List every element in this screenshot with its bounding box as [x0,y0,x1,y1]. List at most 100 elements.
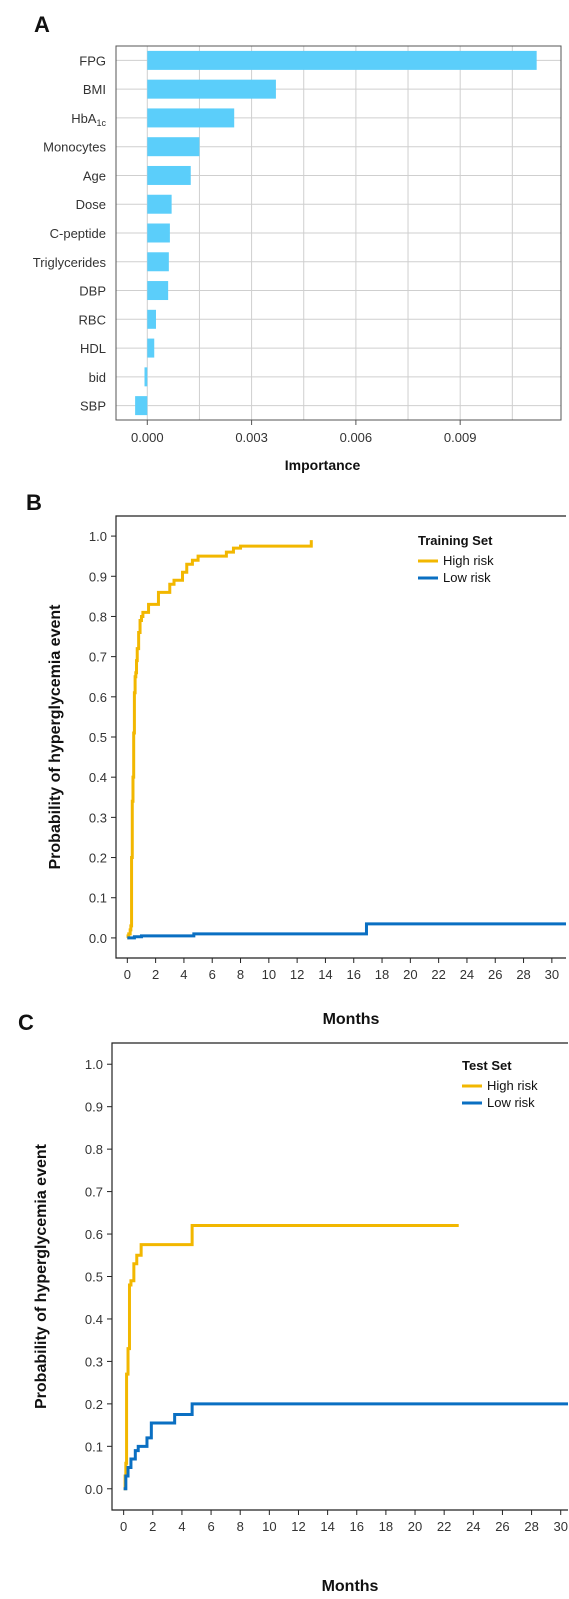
test-legend-title: Test Set [462,1058,512,1073]
b-x-tick-label: 6 [209,967,216,982]
c-y-tick-label: 1.0 [85,1057,103,1072]
importance-bar-triglycerides [147,252,169,272]
test-legend-label-low-risk: Low risk [487,1095,535,1110]
b-x-tick-label: 26 [488,967,502,982]
importance-x-ticks: 0.000 0.003 0.006 0.009 [131,420,476,445]
b-x-tick-label: 0 [124,967,131,982]
feature-label: Monocytes [43,140,106,155]
c-plot-frame [111,1042,568,1511]
importance-bars [135,50,537,416]
c-x-tick-label: 12 [291,1519,305,1534]
feature-label: Age [83,168,106,183]
c-y-tick-label: 0.7 [85,1185,103,1200]
c-x-tick-label: 8 [237,1519,244,1534]
importance-x-tick-label: 0.003 [235,430,268,445]
b-series-low-risk [127,922,566,940]
b-x-tick-label: 4 [180,967,187,982]
feature-label: bid [89,370,106,385]
importance-bar-age [147,165,191,185]
test-legend: Test Set High risk Low risk [462,1058,538,1110]
feature-label-main: FPG [79,53,106,68]
b-x-tick-label: 14 [318,967,332,982]
test-y-axis-label: Probability of hyperglycemia event [33,1143,50,1409]
b-x-tick-label: 16 [347,967,361,982]
b-y-tick-label: 0.0 [89,931,107,946]
importance-plot-frame [115,45,562,421]
test-axes: 0.00.10.20.30.40.50.60.70.80.91.00 2 4 6 8 10… [85,1042,568,1534]
feature-label-main: HbA [71,111,97,126]
c-y-tick-label: 0.8 [85,1142,103,1157]
c-series-high-risk [123,1224,459,1491]
b-x-tick-label: 18 [375,967,389,982]
b-plot-frame [115,515,566,959]
c-y-tick-label: 0.0 [85,1482,103,1497]
training-legend-label-high-risk: High risk [443,553,494,568]
feature-label-main: DBP [79,284,106,299]
feature-label-main: SBP [80,399,106,414]
c-series-low-risk [123,1402,568,1491]
c-x-tick-label: 10 [262,1519,276,1534]
c-y-tick-label: 0.1 [85,1439,103,1454]
feature-label-main: HDL [80,341,106,356]
c-x-tick-label: 2 [149,1519,156,1534]
training-set-survival-chart: 0.00.10.20.30.40.50.60.70.80.91.00 2 4 6 8 10… [47,515,566,1028]
b-x-tick-label: 10 [262,967,276,982]
panel-b-letter: B [26,490,42,515]
b-y-tick-label: 0.4 [89,770,107,785]
test-series-lines [123,1224,568,1491]
training-axes: 0.00.10.20.30.40.50.60.70.80.91.00 2 4 6 8 10… [89,515,566,982]
feature-label: RBC [79,312,106,327]
feature-label-main: bid [89,370,106,385]
importance-bar-dbp [147,281,169,301]
c-x-tick-label: 22 [437,1519,451,1534]
c-x-tick-label: 16 [350,1519,364,1534]
importance-bar-bmi [147,79,276,99]
feature-label: SBP [80,399,106,414]
feature-label-main: BMI [83,82,106,97]
training-legend-label-low-risk: Low risk [443,570,491,585]
b-x-tick-label: 20 [403,967,417,982]
b-y-tick-label: 0.2 [89,851,107,866]
feature-label-main: C-peptide [50,226,106,241]
training-series-lines [126,540,566,940]
importance-x-tick-label: 0.006 [340,430,373,445]
b-x-tick-label: 12 [290,967,304,982]
feature-label-main: Triglycerides [33,255,107,270]
importance-bar-c-peptide [147,223,170,243]
b-y-tick-label: 0.1 [89,891,107,906]
b-y-tick-label: 0.5 [89,730,107,745]
c-x-tick-label: 18 [379,1519,393,1534]
feature-label-main: Dose [76,197,106,212]
b-x-tick-label: 24 [460,967,474,982]
feature-label: HbA1c [71,111,106,128]
importance-bar-chart: FPG BMI HbA1c Monocytes Age Dose C-peptide Trig… [33,45,562,473]
b-x-tick-label: 28 [516,967,530,982]
b-y-tick-label: 0.7 [89,650,107,665]
importance-bar-sbp [135,396,148,416]
b-x-tick-label: 8 [237,967,244,982]
feature-label: Dose [76,197,106,212]
c-x-tick-label: 4 [178,1519,185,1534]
importance-x-axis-label: Importance [285,457,361,473]
b-x-tick-label: 2 [152,967,159,982]
feature-label-subscript: 1c [96,118,106,128]
panel-c-letter: C [18,1010,34,1035]
training-x-axis-label: Months [323,1011,380,1028]
importance-bar-fpg [147,50,537,70]
c-x-tick-label: 14 [320,1519,334,1534]
feature-label: FPG [79,53,106,68]
training-legend-title: Training Set [418,533,493,548]
c-y-tick-label: 0.4 [85,1312,103,1327]
test-x-axis-label: Months [322,1578,379,1595]
c-y-tick-label: 0.9 [85,1100,103,1115]
b-y-tick-label: 0.8 [89,609,107,624]
b-x-tick-label: 22 [431,967,445,982]
c-x-tick-label: 20 [408,1519,422,1534]
feature-label: Triglycerides [33,255,107,270]
c-x-tick-label: 26 [495,1519,509,1534]
feature-label: HDL [80,341,106,356]
b-y-tick-label: 1.0 [89,529,107,544]
c-x-tick-label: 6 [207,1519,214,1534]
importance-bar-dose [147,194,172,214]
